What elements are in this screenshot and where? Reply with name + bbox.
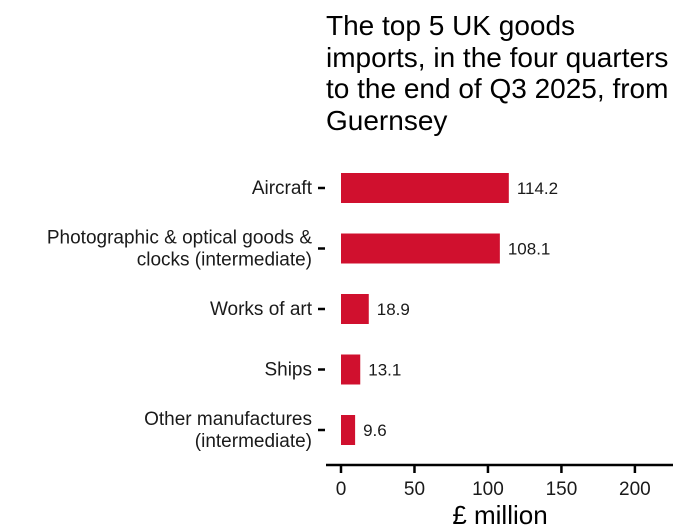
bar	[341, 173, 509, 203]
category-label: Works of art	[210, 299, 313, 320]
category-label-line: (intermediate)	[195, 431, 312, 452]
category-labels-group: Aircraft Photographic & optical goods & cl…	[47, 178, 325, 452]
category-label: Ships	[264, 360, 312, 381]
category-label-line: Aircraft	[252, 178, 313, 199]
x-tick-label: 200	[619, 479, 651, 500]
value-label: 108.1	[508, 240, 551, 259]
category-label-line: Works of art	[210, 299, 313, 320]
x-tick-label: 50	[404, 479, 425, 500]
category-label-line: Other manufactures	[144, 409, 312, 430]
bar	[341, 294, 369, 324]
category-label: Photographic & optical goods & clocks (in…	[47, 228, 312, 271]
x-tick-label: 150	[546, 479, 578, 500]
bar	[341, 233, 500, 264]
value-label: 18.9	[377, 300, 410, 319]
value-label: 9.6	[363, 421, 387, 440]
category-label-line: Ships	[264, 360, 312, 381]
category-label: Other manufactures (intermediate)	[144, 409, 312, 452]
bar	[341, 354, 361, 385]
x-tick-label: 100	[472, 479, 504, 500]
category-label: Aircraft	[252, 178, 313, 199]
category-label-line: clocks (intermediate)	[137, 250, 312, 271]
bar	[341, 415, 356, 445]
x-ticks-group: 0 50 100 150 200	[336, 466, 651, 500]
value-labels-group: 114.2 108.1 18.9 13.1 9.6	[363, 179, 558, 440]
category-label-line: Photographic & optical goods &	[47, 228, 312, 249]
bars-group	[341, 173, 509, 445]
x-tick-label: 0	[336, 479, 347, 500]
value-label: 13.1	[368, 361, 401, 380]
x-axis-title: £ million	[452, 500, 547, 529]
chart-title: The top 5 UK goods imports, in the four …	[326, 10, 669, 136]
value-label: 114.2	[517, 179, 558, 198]
